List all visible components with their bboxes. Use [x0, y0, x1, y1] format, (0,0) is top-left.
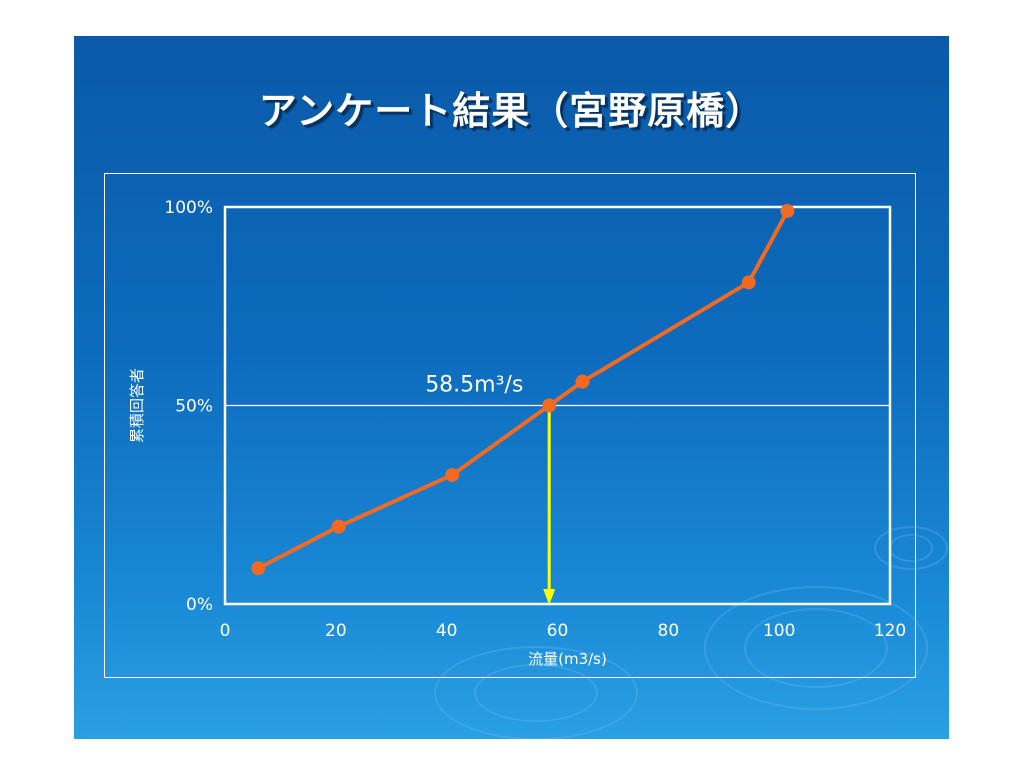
data-point	[445, 467, 460, 482]
x-tick-label: 100	[763, 621, 795, 641]
data-point	[741, 275, 756, 290]
x-axis-title: 流量(m3/s)	[528, 650, 607, 668]
y-tick-label: 50%	[175, 397, 213, 417]
slide-title: アンケート結果（宮野原橋）	[258, 89, 765, 133]
chart-area: 0% 50% 100% 0 20 40 60 80 100 120 流量(m3/s) 累積回答者 58.…	[128, 198, 906, 668]
data-point	[331, 519, 346, 534]
x-tick-label: 20	[325, 621, 347, 641]
slide-background: アンケート結果（宮野原橋） 0% 50% 100% 0 20 40 60 80 100 120 流量…	[74, 36, 949, 739]
chart-frame: 0% 50% 100% 0 20 40 60 80 100 120 流量(m3/s) 累積回答者 58.…	[104, 173, 916, 678]
water-ripple-decoration	[874, 526, 948, 570]
x-tick-label: 60	[547, 621, 569, 641]
x-tick-label: 40	[436, 621, 458, 641]
x-tick-label: 0	[220, 621, 231, 641]
annotation-label: 58.5m³/s	[425, 373, 523, 398]
water-ripple-decoration	[704, 586, 928, 710]
data-point	[542, 398, 557, 413]
water-ripple-decoration	[434, 646, 638, 739]
data-point	[575, 374, 590, 389]
y-axis-title: 累積回答者	[128, 368, 146, 443]
data-point	[780, 203, 795, 218]
data-point	[251, 561, 266, 576]
x-tick-label: 80	[658, 621, 680, 641]
y-tick-label: 0%	[186, 595, 213, 615]
y-tick-label: 100%	[164, 198, 213, 218]
water-ripple-decoration	[474, 664, 598, 722]
x-tick-label: 120	[874, 621, 906, 641]
water-ripple-decoration	[744, 608, 888, 688]
annotation-arrow-head	[543, 589, 556, 605]
